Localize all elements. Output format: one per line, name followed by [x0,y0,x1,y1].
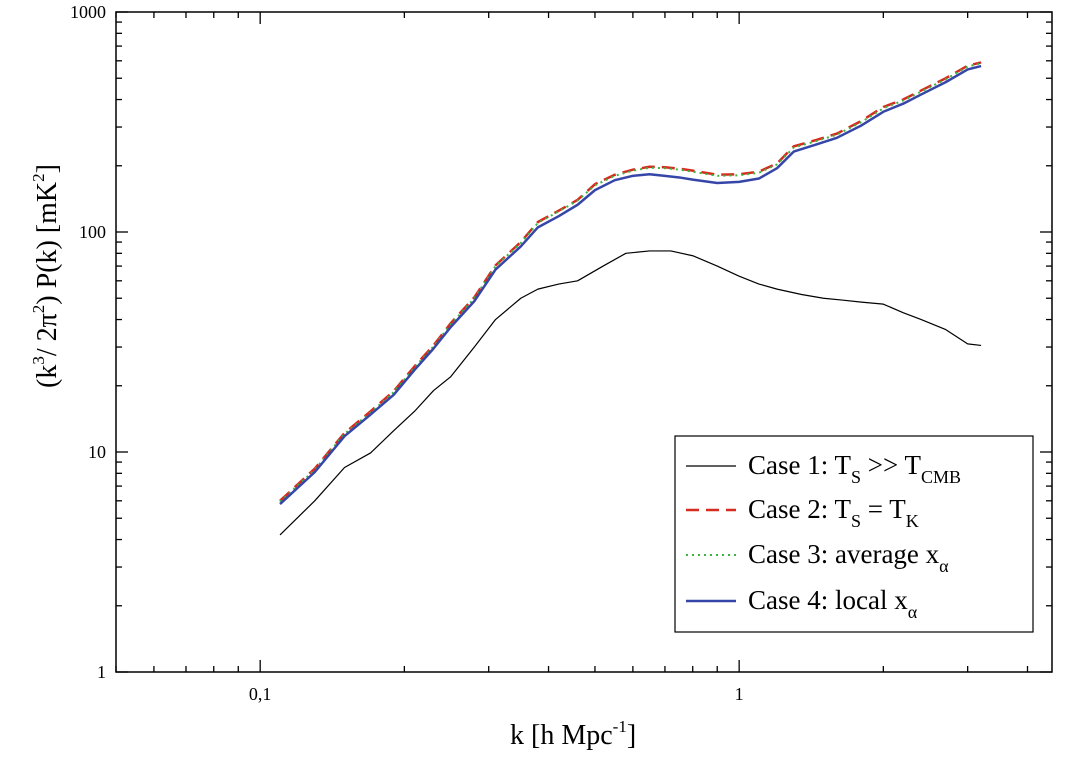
legend: Case 1: TS >> TCMB Case 2: TS = TK Case … [674,435,1034,633]
y-tick-label: 10 [88,442,106,462]
series-line-case-2 [279,61,982,502]
legend-entry-case-3: Case 3: average xα [748,539,949,576]
y-tick-label: 1000 [70,2,106,22]
series-layer [279,61,982,536]
legend-entry-case-4: Case 4: local xα [748,585,918,622]
legend-entry-case-1: Case 1: TS >> TCMB [748,450,961,487]
series-line-case-1 [279,250,982,536]
plot-frame [115,11,1053,673]
series-line-case-4 [279,64,982,505]
axis-ticks: 0,1 1 1 10 100 1000 [70,2,1052,704]
x-tick-label: 0,1 [249,684,272,704]
y-tick-label: 1 [97,662,106,682]
legend-box [674,435,1034,633]
x-tick-label: 1 [735,684,744,704]
legend-entry-case-2: Case 2: TS = TK [748,494,919,531]
y-tick-label: 100 [79,222,106,242]
y-axis-label: (k3/ 2π2) P(k) [mK2] [29,164,63,388]
x-axis-label: k [h Mpc-1] [510,717,636,751]
